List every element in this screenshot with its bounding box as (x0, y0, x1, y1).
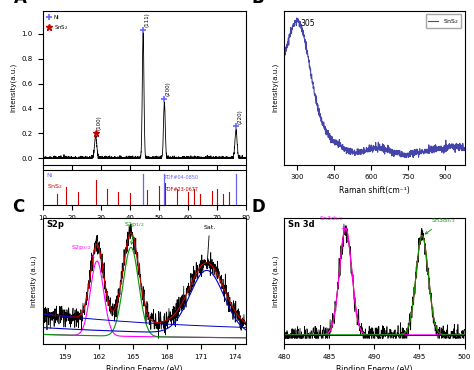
X-axis label: Binding Energy (eV): Binding Energy (eV) (106, 366, 183, 370)
Text: Sn3d$_{3/2}$: Sn3d$_{3/2}$ (425, 217, 456, 234)
Y-axis label: Intensity(a.u.): Intensity(a.u.) (273, 63, 279, 112)
Legend: SnS$_2$: SnS$_2$ (426, 14, 461, 28)
X-axis label: Raman shift(cm⁻¹): Raman shift(cm⁻¹) (339, 186, 410, 195)
Legend: Ni, SnS$_2$: Ni, SnS$_2$ (46, 14, 70, 33)
Y-axis label: Intensity (a.u.): Intensity (a.u.) (31, 255, 37, 307)
Text: 305: 305 (301, 18, 315, 28)
Text: Sn 3d: Sn 3d (288, 220, 315, 229)
Text: A: A (14, 0, 27, 7)
Text: B: B (252, 0, 264, 7)
Text: S2p$_{1/2}$: S2p$_{1/2}$ (124, 221, 145, 244)
Text: (111): (111) (144, 13, 149, 27)
Text: SnS$_2$: SnS$_2$ (47, 182, 63, 191)
Text: S2p$_{3/2}$: S2p$_{3/2}$ (71, 244, 94, 257)
Text: (220): (220) (237, 109, 242, 124)
X-axis label: 2θ (degree): 2θ (degree) (122, 227, 167, 236)
Text: Sat.: Sat. (203, 225, 216, 266)
Text: PDF#04-0850: PDF#04-0850 (165, 175, 199, 180)
Text: Sn3d$_{5/2}$: Sn3d$_{5/2}$ (319, 215, 345, 229)
Text: (100): (100) (97, 115, 102, 130)
Text: D: D (252, 198, 266, 216)
Text: Ni: Ni (47, 172, 53, 178)
Text: C: C (12, 198, 24, 216)
Text: PDF#23-0677: PDF#23-0677 (165, 187, 199, 192)
Y-axis label: Intensity (a.u.): Intensity (a.u.) (273, 255, 279, 307)
X-axis label: Binding Energy (eV): Binding Energy (eV) (336, 366, 413, 370)
Text: S2p: S2p (47, 220, 64, 229)
Text: (200): (200) (165, 82, 171, 96)
Y-axis label: Intensity(a.u.): Intensity(a.u.) (9, 63, 16, 112)
